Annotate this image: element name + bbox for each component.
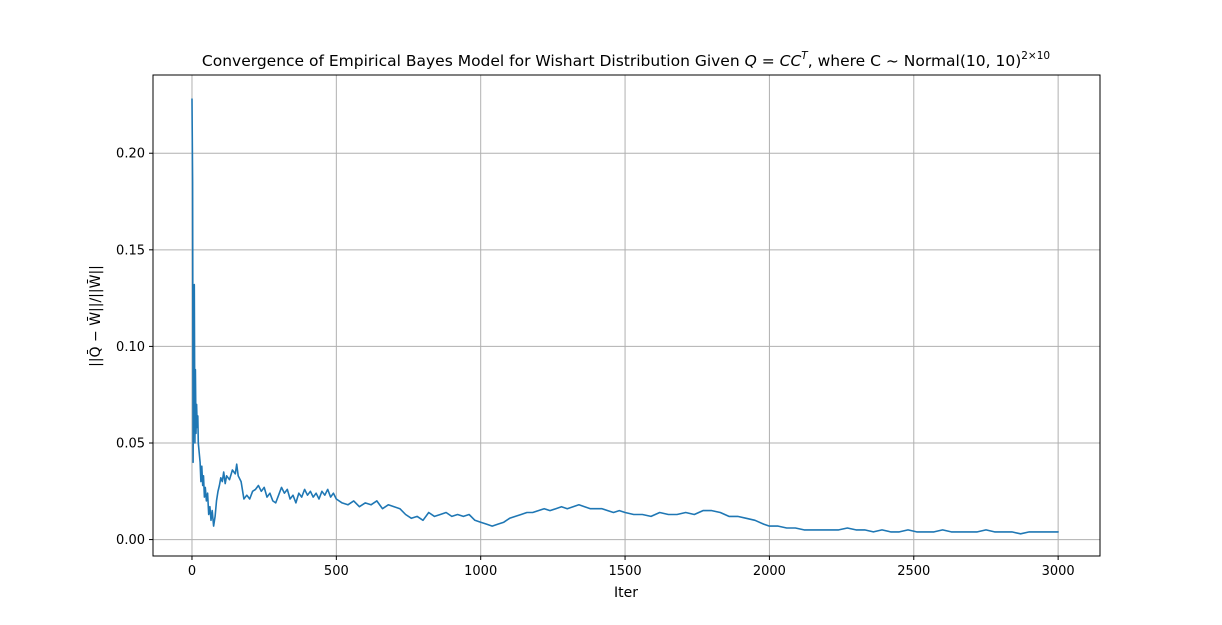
y-tick-label: 0.05 bbox=[116, 436, 145, 451]
x-tick-label: 500 bbox=[324, 564, 349, 579]
chart-title-middle: , where bbox=[808, 52, 870, 70]
grid bbox=[153, 75, 1100, 556]
y-tick-label: 0.15 bbox=[116, 243, 145, 258]
x-tick-label: 2000 bbox=[753, 564, 786, 579]
chart-title-equation: Q = CC bbox=[745, 52, 802, 70]
chart-title-distribution-superscript: 2×10 bbox=[1021, 50, 1050, 62]
chart-title: Convergence of Empirical Bayes Model for… bbox=[202, 50, 1050, 70]
y-tick-label: 0.10 bbox=[116, 340, 145, 355]
series-line bbox=[191, 98, 1059, 535]
chart-title-equation-superscript: T bbox=[801, 50, 809, 62]
y-tick-label: 0.20 bbox=[116, 147, 145, 162]
ticks: 0 500 1000 1500 2000 2500 3000 0.00 0.05 0.10 0.15… bbox=[116, 147, 1075, 579]
x-tick-label: 3000 bbox=[1042, 564, 1075, 579]
x-axis-label: Iter bbox=[614, 585, 638, 601]
plot-frame bbox=[152, 74, 1101, 557]
data-layer bbox=[191, 98, 1059, 535]
chart-title-prefix: Convergence of Empirical Bayes Model for… bbox=[202, 52, 745, 70]
x-tick-label: 1000 bbox=[464, 564, 497, 579]
chart-title-distribution: C ~ Normal(10, 10) bbox=[870, 52, 1021, 70]
y-tick-label: 0.00 bbox=[116, 533, 145, 548]
x-tick-label: 0 bbox=[188, 564, 196, 579]
y-axis-label: ||Q̄ − W̄||/||W̄|| bbox=[86, 265, 104, 367]
x-tick-label: 1500 bbox=[609, 564, 642, 579]
x-tick-label: 2500 bbox=[897, 564, 930, 579]
